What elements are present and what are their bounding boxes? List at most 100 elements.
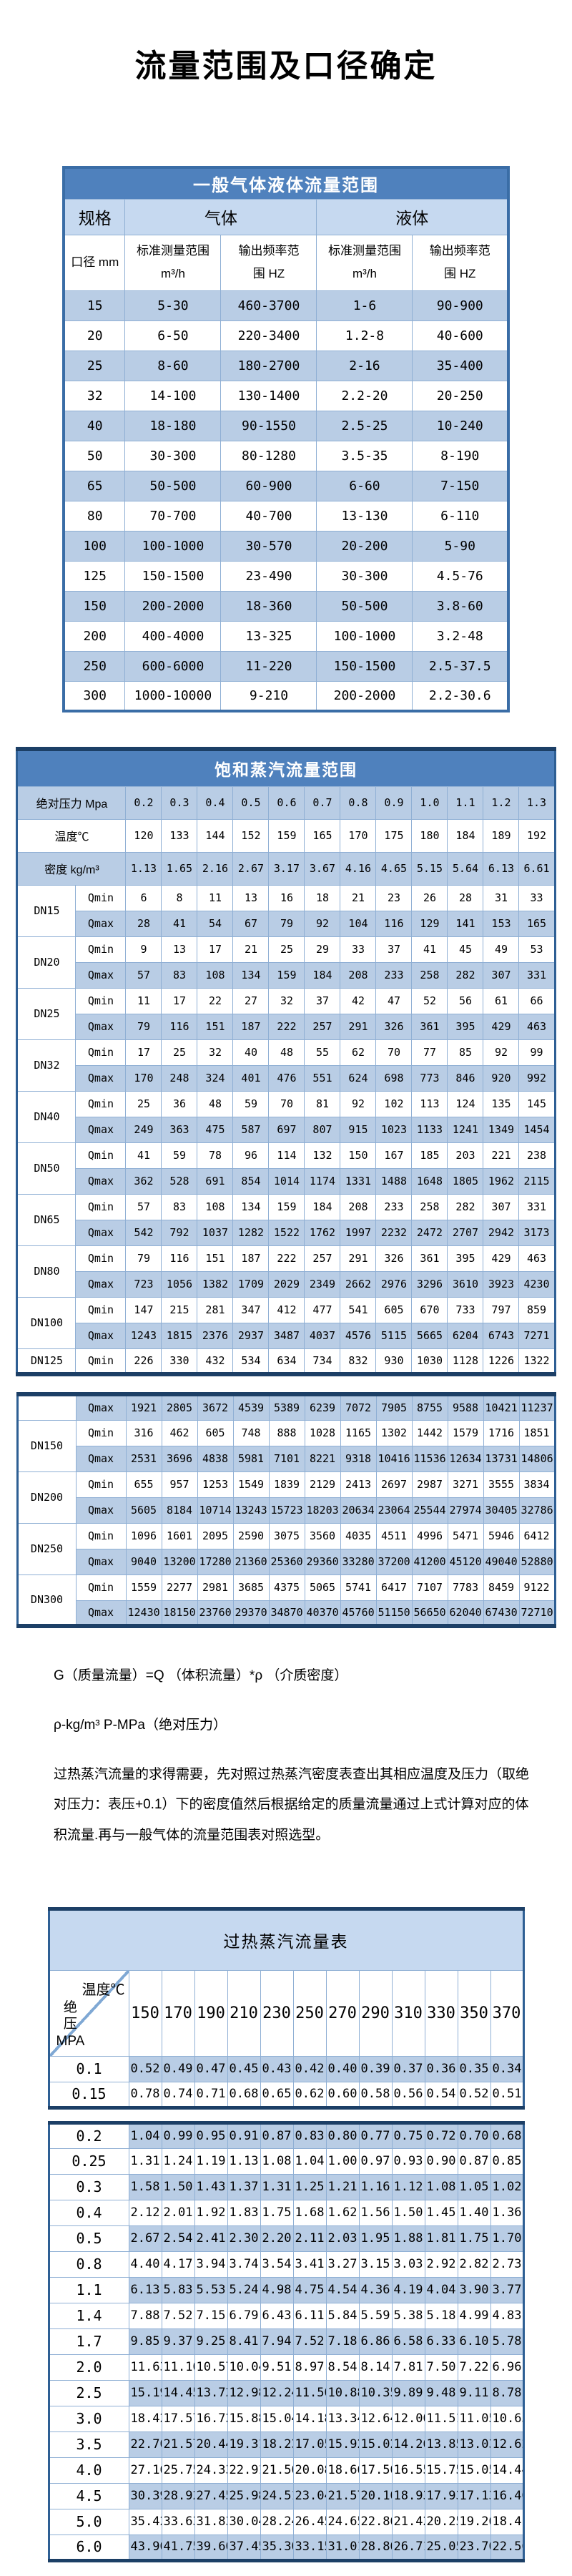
table-cell: 144 [197,818,234,853]
table-cell: 0.3 [161,785,198,820]
table-row: 3.018.4217.5716.7215.8815.0414.1813.3412… [48,2405,524,2432]
table-cell: 0.85 [490,2148,524,2175]
table-cell: 0.83 [292,2122,327,2149]
table-cell: 25.98 [227,2482,261,2509]
table-cell: 4.19 [391,2276,425,2303]
table-cell: 1921 [125,1394,162,1421]
table-cell: 17 [197,936,234,963]
table-cell: 11536 [411,1445,448,1472]
table-cell: 40370 [304,1600,341,1627]
table-cell: 18.41 [490,2508,524,2535]
table-cell: 2376 [197,1322,234,1349]
table-cell: 14-100 [124,380,222,411]
table-cell: 1.70 [490,2225,524,2252]
table-cell: 0.43 [260,2055,294,2082]
table-cell: 6 [125,884,162,911]
table-row: 3.522.7021.5720.4419.3118.2317.0515.9215… [48,2431,524,2458]
table-cell: 4.5-76 [412,560,509,592]
table-cell: 1.62 [325,2199,360,2226]
table-cell: 6-50 [124,320,222,351]
table-row: Qmax 79 116 151 187 222 257 291 326 361 395 429 463 [17,1013,556,1040]
table-cell: 0.7 [304,785,341,820]
table-row: 65 50-500 60-900 6-60 7-150 [63,470,509,501]
table-cell: 0.93 [391,2148,425,2175]
table-cell: 17.93 [424,2482,458,2509]
table-cell: 1.04 [292,2148,327,2175]
table-cell: 655 [125,1471,162,1498]
table-cell: 31.83 [194,2508,228,2535]
table-cell: 90-900 [412,290,509,321]
pressure-label: 4.0 [48,2457,129,2484]
table-cell: 6.13 [128,2276,162,2303]
table-cell: 11.50 [292,2379,327,2406]
qmin-label: Qmin [75,1348,127,1375]
table-cell: 20-250 [412,380,509,411]
dn-label: DN40 [16,1090,77,1143]
table-cell: 528 [161,1167,198,1195]
table-cell: 2531 [125,1445,162,1472]
table-cell: 40 [63,410,126,441]
table-row: 250 600-6000 11-220 150-1500 2.5-37.5 [63,650,509,682]
qmin-label: Qmin [75,1574,127,1601]
table-cell: 14.45 [161,2379,195,2406]
table-cell: 634 [268,1348,305,1375]
table-cell: 1.50 [391,2199,425,2226]
table-cell: 2.01 [161,2199,195,2226]
table-cell: 5-90 [412,530,509,562]
table-cell: 691 [197,1167,234,1195]
table-cell: 53 [518,936,556,963]
table-cell: 222 [268,1013,305,1040]
table-cell: 220-3400 [220,320,317,351]
table-cell: 133 [161,818,198,853]
table-cell: 1.75 [457,2225,491,2252]
table-cell: 45120 [447,1548,484,1575]
table-cell: 477 [304,1296,341,1323]
table-cell: 460-3700 [220,290,317,321]
table-cell: 8.97 [292,2354,327,2381]
table-cell: 362 [125,1167,162,1195]
table-cell: 27.45 [194,2482,228,2509]
table-cell: 0.60 [325,2081,360,2108]
table-row: Qmax 542 792 1037 1282 1522 1762 1997 2232 2472 27… [17,1219,556,1246]
table-cell: 957 [161,1471,198,1498]
table-cell: 11-220 [220,650,317,682]
table-cell: 1.95 [358,2225,393,2252]
table-cell: 21 [232,936,270,963]
table-cell: 2.2-30.6 [412,680,509,712]
table-cell: 429 [483,1013,520,1040]
table-cell: 28 [447,884,484,911]
table-cell: 1.16 [358,2173,393,2200]
pressure-label: 1.1 [48,2276,129,2303]
table-cell: 5.24 [227,2276,261,2303]
table-cell: 13.03 [457,2431,491,2458]
table-cell: 6204 [447,1322,484,1349]
table-cell: 13.34 [325,2405,360,2432]
table-cell: 102 [375,1090,413,1117]
table-cell: 29 [304,936,341,963]
table-cell: 9.37 [161,2328,195,2355]
qmin-label: Qmin [75,1296,127,1323]
table-cell: 23760 [197,1600,234,1627]
qmin-label: Qmin [75,1419,127,1446]
table-cell: 1.68 [292,2199,327,2226]
table-cell: 21 [340,884,377,911]
table-cell: 0.2 [125,785,162,820]
table-cell: 0.34 [490,2055,524,2082]
qmax-label: Qmax [75,1497,127,1524]
table-cell: 11 [125,987,162,1014]
table-cell: 104 [340,910,377,937]
table-cell: 1.12 [391,2173,425,2200]
table-cell: 0.52 [128,2055,162,2082]
pressure-label: 1.4 [48,2302,129,2329]
table-cell: 0.40 [325,2055,360,2082]
table-cell: 27974 [447,1497,484,1524]
table-cell: 134 [232,961,270,989]
table-cell: 11.51 [424,2405,458,2432]
table-cell: 733 [447,1296,484,1323]
table-cell: 698 [375,1064,413,1092]
table-cell: 72710 [518,1600,556,1627]
table-cell: 215 [161,1296,198,1323]
table-cell: 222 [268,1245,305,1272]
table-cell: 1.0 [411,785,448,820]
table-cell: 47 [375,987,413,1014]
